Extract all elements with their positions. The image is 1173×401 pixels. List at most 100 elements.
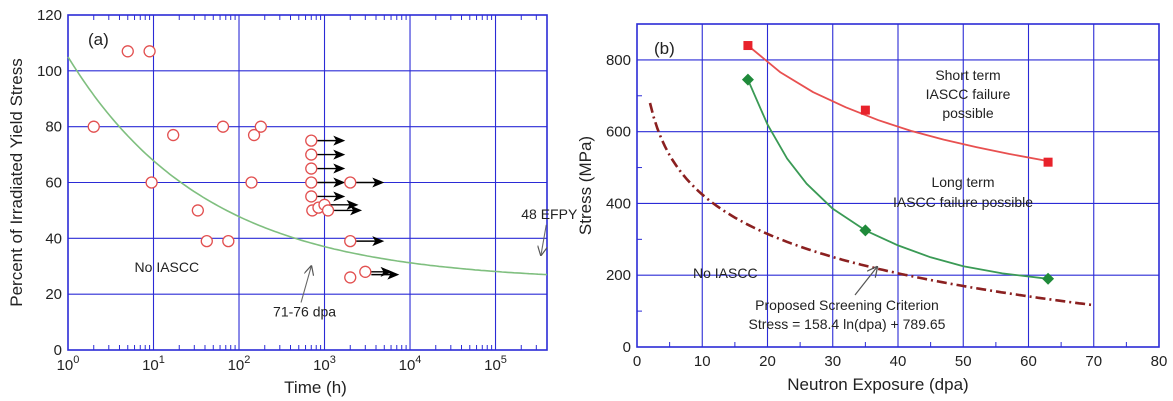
panel-a-y-axis-label: Percent of Irradiated Yield Stress [7,58,26,307]
data-point [191,204,204,217]
criterion-label-line-2: Stress = 158.4 ln(dpa) + 789.65 [749,316,946,332]
criterion-arrow [854,267,877,296]
x-tick-label: 102 [228,354,251,374]
x-tick-label: 60 [1020,353,1037,370]
x-tick-label: 0 [633,353,641,370]
long-term-label-line-1: Long term [931,174,994,190]
panel-b-y-axis-label: Stress (MPa) [576,136,595,235]
runout-arrow [317,149,346,160]
y-tick-label: 200 [606,267,631,284]
data-point [860,105,870,115]
x-tick-label: 101 [142,354,165,374]
y-tick-label: 100 [37,63,62,80]
y-tick-label: 0 [54,342,62,359]
runout-arrow [356,177,385,188]
y-tick-label: 0 [623,339,631,356]
x-tick-label: 10 [694,353,711,370]
data-point [344,271,357,284]
y-tick-label: 400 [606,195,631,212]
y-tick-label: 80 [45,119,62,136]
no-iascc-label-b: No IASCC [693,265,758,281]
panel-a-x-tick-labels: 100 101 102 103 104 105 [57,354,507,374]
runout-arrow [317,135,346,146]
data-point [305,148,318,161]
annotation-label: 48 EFPY [521,206,578,222]
runout-arrow [330,199,359,210]
short-term-label-line-1: Short term [935,67,1000,83]
data-point [1042,272,1055,285]
short-term-label-line-2: IASCC failure [926,86,1011,102]
panel-a-label: (a) [88,30,109,49]
y-tick-label: 60 [45,175,62,192]
x-tick-label: 104 [399,354,422,374]
runout-arrow [371,269,400,280]
data-point [200,234,213,248]
runout-arrow [317,163,346,174]
data-point [216,120,230,133]
x-tick-label: 50 [955,353,972,370]
x-tick-label: 100 [57,354,80,374]
fit-curve [747,44,1049,162]
x-tick-label: 40 [890,353,907,370]
panel-a-data-points [87,45,372,284]
data-point [254,120,267,133]
panel-b-y-tick-labels: 0 200 400 600 800 [606,52,631,356]
data-point [359,265,372,278]
runout-arrow [317,177,346,188]
x-tick-label: 30 [824,353,841,370]
annotation-arrow [541,224,546,255]
panel-a-annotations: No IASCC 71-76 dpa 48 EFPY [135,206,578,320]
y-tick-label: 40 [45,230,62,247]
data-point [305,190,318,203]
y-tick-label: 120 [37,7,62,24]
annotation-label: No IASCC [135,259,200,275]
data-point [344,176,357,189]
data-point [743,41,753,51]
short-term-label-line-3: possible [942,105,994,121]
x-tick-label: 20 [759,353,776,370]
data-point [305,162,318,175]
data-point [321,204,335,217]
panel-a-runout-arrows [317,135,400,280]
data-point [344,234,357,248]
x-tick-label: 105 [484,354,507,374]
runout-arrow [317,191,346,202]
panel-b-label: (b) [654,39,675,58]
panel-a-chart: 0 20 40 60 80 100 120 100 101 102 103 104 105 No IA… [7,7,578,397]
data-point [247,128,261,142]
annotation-arrow [300,266,311,303]
panel-b-x-axis-label: Neutron Exposure (dpa) [787,375,968,394]
data-point [121,45,134,58]
long-term-label-line-2: IASCC failure possible [893,194,1033,210]
data-point [741,73,754,86]
panel-a-y-tick-labels: 0 20 40 60 80 100 120 [37,7,62,359]
annotation-label: 71-76 dpa [273,304,336,320]
x-tick-label: 70 [1085,353,1102,370]
data-point [859,224,872,237]
data-point [143,45,156,58]
panel-a-x-axis-label: Time (h) [284,378,347,397]
panel-a-threshold-curve [67,56,548,276]
data-point [145,176,158,189]
panel-b-chart: 0 200 400 600 800 0 10 20 30 40 50 60 70 80 Short te… [576,23,1168,394]
data-point [305,176,318,189]
data-point [167,128,180,142]
data-point [1043,157,1053,167]
panel-b-data-points [741,41,1055,285]
panel-b-grid [637,24,1159,347]
panel-a-grid [68,15,547,350]
y-tick-label: 800 [606,52,631,69]
data-point [87,120,100,133]
runout-arrow [356,236,385,247]
data-point [245,176,258,189]
x-tick-label: 80 [1151,353,1168,370]
x-tick-label: 103 [313,354,336,374]
y-tick-label: 600 [606,124,631,141]
panel-b-screening-criterion-curve [648,102,1094,307]
panel-b-annotations: Short term IASCC failure possible Long t… [693,67,1033,332]
data-point [222,234,235,248]
criterion-label-line-1: Proposed Screening Criterion [755,297,939,313]
y-tick-label: 20 [45,286,62,303]
panel-b-x-tick-labels: 0 10 20 30 40 50 60 70 80 [633,353,1168,370]
